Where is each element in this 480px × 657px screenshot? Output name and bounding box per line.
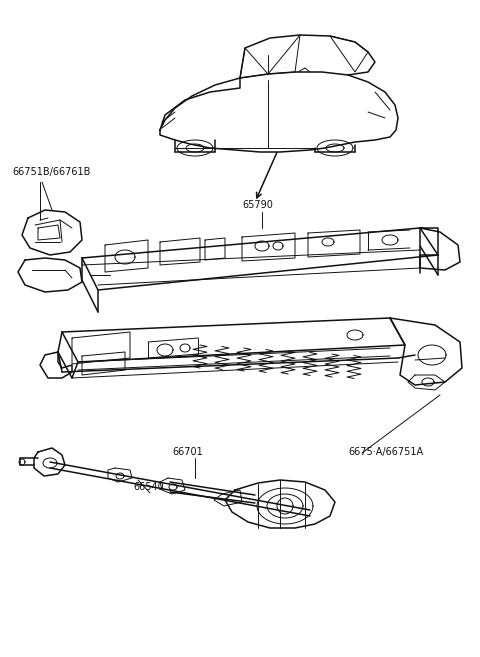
Text: 66540: 66540: [133, 482, 164, 492]
Text: 6675·A/66751A: 6675·A/66751A: [348, 447, 423, 457]
Text: 66751B/66761B: 66751B/66761B: [12, 167, 90, 177]
Text: 65790: 65790: [242, 200, 273, 210]
Text: 66701: 66701: [172, 447, 203, 457]
